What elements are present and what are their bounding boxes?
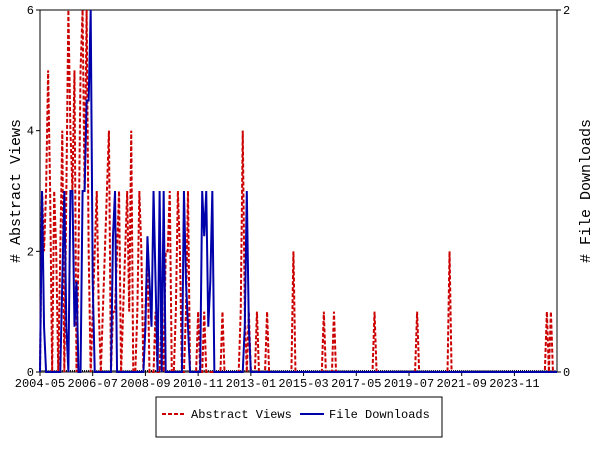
x-tick-label: 2019-07 bbox=[384, 377, 434, 391]
y-tick-label: 4 bbox=[27, 125, 34, 139]
y2-tick-label: 2 bbox=[563, 4, 570, 18]
x-tick-label: 2023-11 bbox=[489, 377, 539, 391]
y-axis-label: # Abstract Views bbox=[8, 119, 25, 263]
series-line bbox=[39, 9, 557, 373]
y-tick-label: 2 bbox=[27, 245, 34, 259]
x-tick-label: 2013-01 bbox=[226, 377, 276, 391]
y2-tick-label: 0 bbox=[563, 366, 570, 380]
legend-label: File Downloads bbox=[329, 408, 430, 422]
plot-frame bbox=[39, 9, 558, 373]
x-tick-label: 2015-03 bbox=[278, 377, 328, 391]
x-tick-label: 2017-05 bbox=[331, 377, 381, 391]
x-tick-label: 2010-11 bbox=[173, 377, 223, 391]
x-tick-label: 2008-09 bbox=[120, 377, 170, 391]
y2-axis-label: # File Downloads bbox=[578, 119, 595, 263]
legend-box bbox=[155, 396, 443, 438]
x-tick-label: 2006-07 bbox=[68, 377, 118, 391]
series-line bbox=[39, 9, 557, 373]
x-tick-label: 2004-05 bbox=[15, 377, 65, 391]
x-tick-label: 2021-09 bbox=[436, 377, 486, 391]
y-tick-label: 0 bbox=[27, 366, 34, 380]
y-tick-label: 6 bbox=[27, 4, 34, 18]
legend-label: Abstract Views bbox=[191, 408, 292, 422]
